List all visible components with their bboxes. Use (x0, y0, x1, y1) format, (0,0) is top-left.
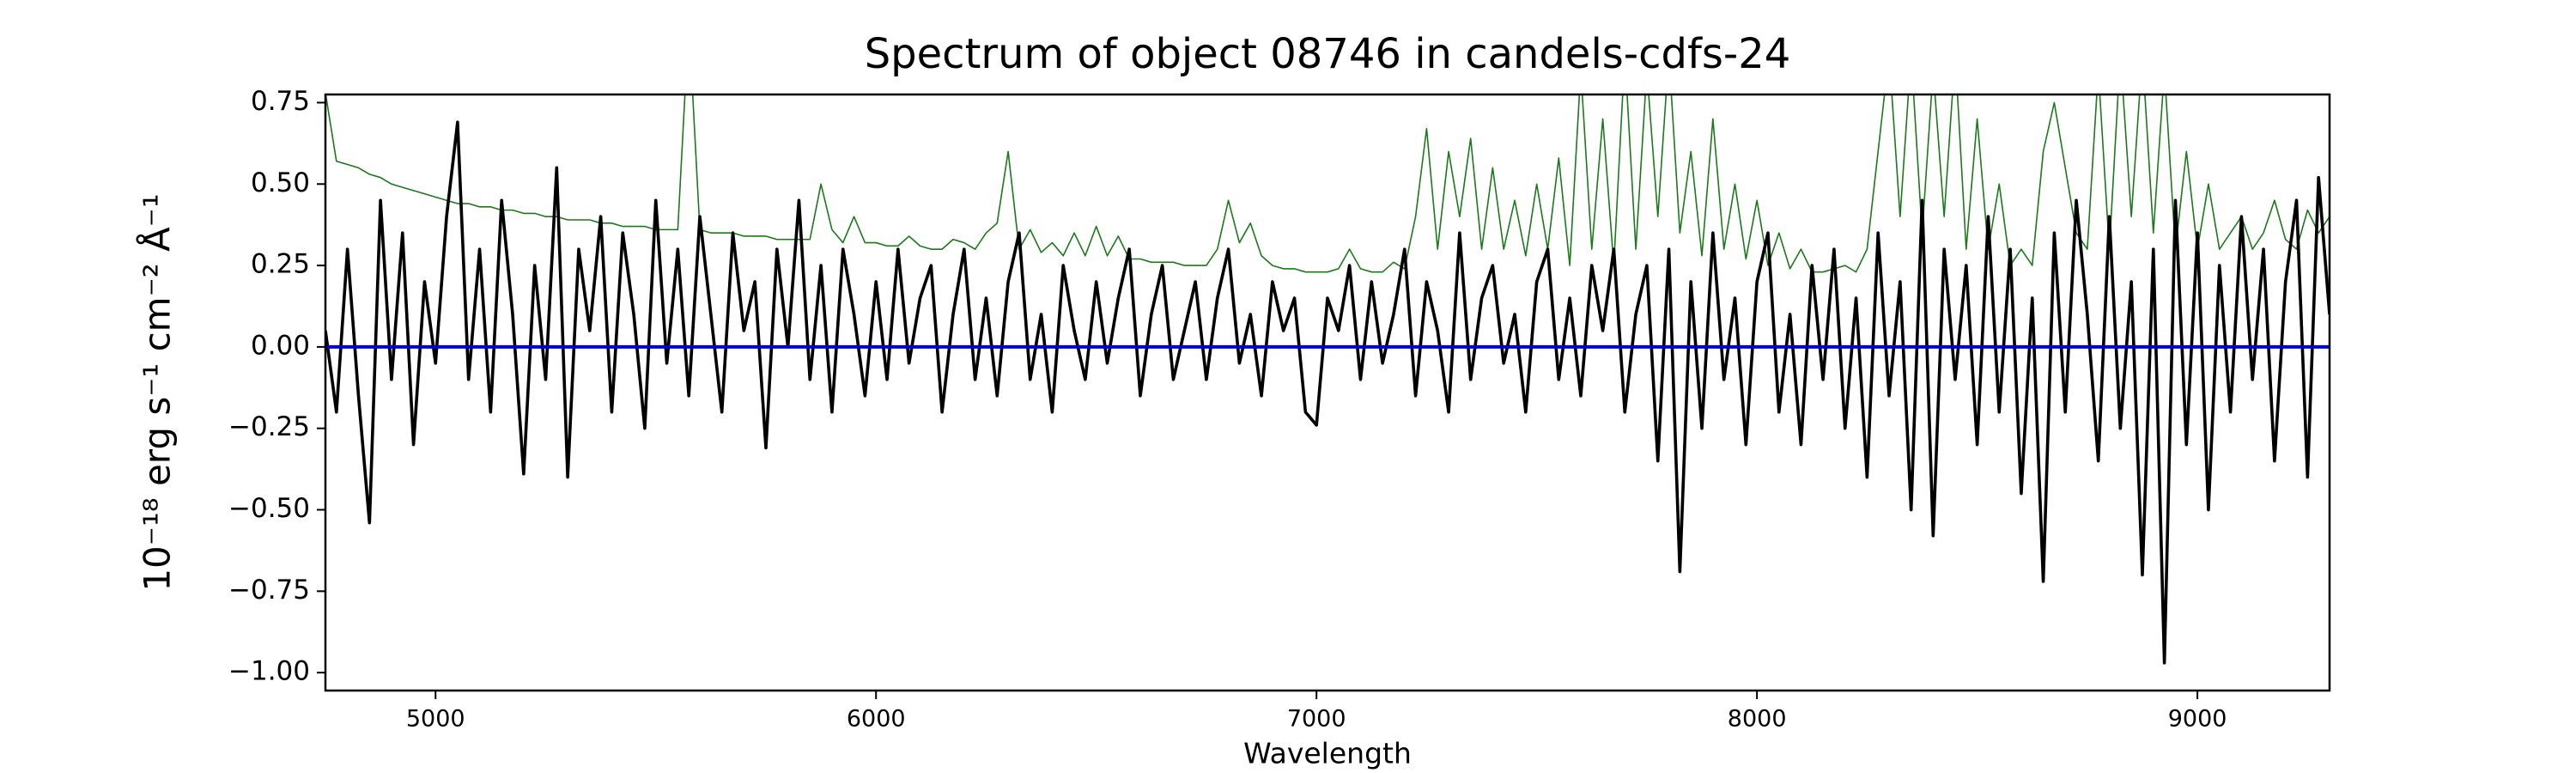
y-tick-label: 0.25 (251, 249, 310, 280)
spectrum-line (325, 94, 2330, 273)
y-axis-label: 10⁻¹⁸ erg s⁻¹ cm⁻² Å⁻¹ (136, 193, 179, 591)
x-tick-label: 7000 (1287, 706, 1346, 733)
axes-frame (324, 93, 2331, 692)
x-axis-label: Wavelength (1243, 737, 1412, 770)
y-tick-label: −1.00 (228, 656, 310, 687)
x-tick-label: 9000 (2168, 706, 2227, 733)
y-tick-label: 0.50 (251, 167, 310, 198)
x-tick-label: 6000 (847, 706, 906, 733)
x-tick-label: 8000 (1728, 706, 1787, 733)
x-tick-label: 5000 (406, 706, 465, 733)
y-tick-label: −0.50 (228, 493, 310, 524)
y-tick-label: 0.00 (251, 330, 310, 361)
chart-title: Spectrum of object 08746 in candels-cdfs… (865, 30, 1791, 78)
y-tick-label: 0.75 (251, 86, 310, 117)
spectrum-line (325, 120, 2330, 665)
plot-area (325, 94, 2330, 665)
y-tick-label: −0.75 (228, 575, 310, 606)
y-tick-label: −0.25 (228, 411, 310, 442)
